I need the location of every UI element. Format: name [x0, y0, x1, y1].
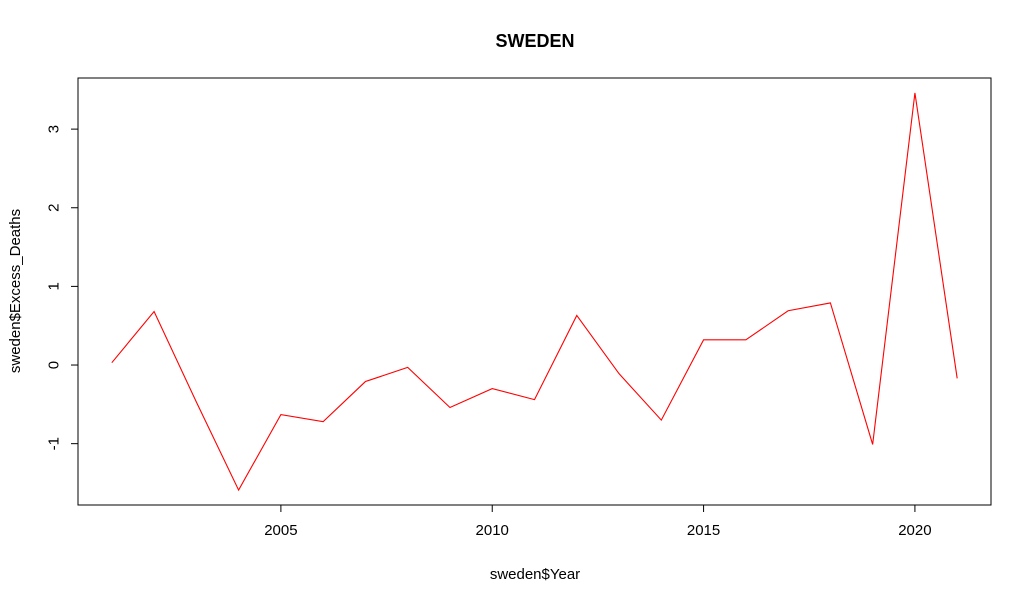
- series-layer: [111, 92, 958, 492]
- x-tick-label: 2010: [476, 522, 509, 539]
- x-tick-label: 2015: [687, 522, 720, 539]
- x-axis: 2005 2010 2015 2020: [264, 504, 932, 539]
- x-tick-label: 2020: [898, 522, 931, 539]
- y-tick-label: 1: [46, 282, 63, 290]
- y-tick-label: -1: [46, 437, 63, 450]
- y-axis-label: sweden$Excess_Deaths: [7, 209, 24, 373]
- x-axis-label: sweden$Year: [490, 566, 580, 583]
- y-tick-label: 0: [46, 361, 63, 369]
- y-axis: -1 0 1 2 3: [46, 125, 79, 450]
- chart-title: SWEDEN: [495, 31, 574, 51]
- y-tick-label: 3: [46, 125, 63, 133]
- y-tick-label: 2: [46, 204, 63, 212]
- x-tick-label: 2005: [264, 522, 297, 539]
- series-line-0: [111, 92, 958, 492]
